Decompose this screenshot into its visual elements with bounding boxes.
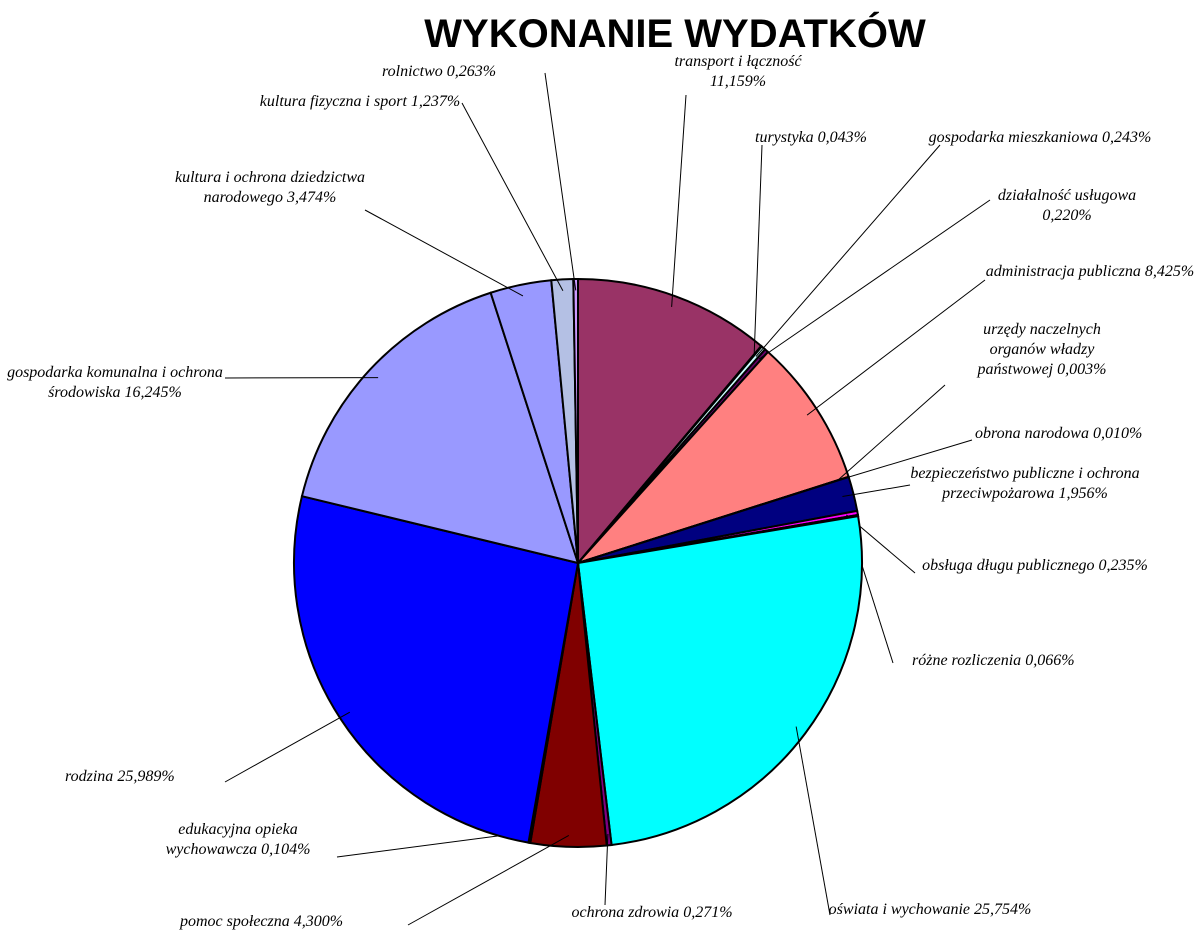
chart-title: WYKONANIE WYDATKÓW bbox=[424, 12, 926, 56]
pie-slice bbox=[300, 291, 580, 565]
category-name: administracja publiczna bbox=[985, 263, 1141, 280]
leader-line bbox=[407, 835, 570, 926]
slice-label: działalność usługowa 0,220% bbox=[982, 186, 1152, 226]
slice-label: rodzina 25,989% bbox=[65, 767, 235, 787]
category-name: ochrona zdrowia bbox=[571, 904, 680, 921]
slice-label: kultura i ochrona dziedzictwa narodowego… bbox=[165, 168, 375, 208]
slice-label: gospodarka komunalna i ochrona środowisk… bbox=[0, 363, 230, 403]
pie-slice bbox=[576, 514, 863, 847]
slice-label: obsługa długu publicznego 0,235% bbox=[910, 556, 1160, 576]
slice-label: urzędy naczelnych organów władzy państwo… bbox=[962, 320, 1122, 380]
category-name: gospodarka mieszkaniowa bbox=[928, 129, 1098, 146]
category-name: edukacyjna opieka wychowawcza bbox=[165, 821, 298, 858]
value-label: 25,754% bbox=[974, 901, 1032, 918]
value-label: 1,237% bbox=[410, 93, 461, 110]
category-name: obsługa długu publicznego bbox=[922, 557, 1095, 574]
category-name: turystyka bbox=[755, 129, 814, 146]
value-label: 0,235% bbox=[1098, 557, 1148, 574]
category-name: rodzina bbox=[65, 768, 114, 785]
slice-label: oświata i wychowanie 25,754% bbox=[820, 900, 1040, 920]
value-label: 0,066% bbox=[1025, 652, 1075, 669]
slice-label: różne rozliczenia 0,066% bbox=[912, 651, 1172, 671]
leader-line bbox=[806, 279, 986, 416]
slice-label: transport i łączność 11,159% bbox=[648, 52, 828, 92]
slice-label: bezpieczeństwo publiczne i ochrona przec… bbox=[905, 464, 1145, 504]
slice-label: pomoc społeczna 4,300% bbox=[180, 912, 410, 932]
category-name: kultura fizyczna i sport bbox=[259, 93, 407, 110]
leader-line bbox=[364, 209, 524, 297]
category-name: kultura i ochrona dziedzictwa narodowego bbox=[174, 169, 366, 206]
value-label: 0,263% bbox=[446, 63, 497, 80]
leader-line bbox=[795, 726, 831, 916]
leader-line bbox=[837, 439, 973, 481]
slice-label: administracja publiczna 8,425% bbox=[985, 262, 1195, 282]
leader-line bbox=[842, 484, 911, 498]
value-label: 0,003% bbox=[1057, 361, 1107, 378]
value-label: 25,989% bbox=[117, 768, 175, 785]
slice-label: obrona narodowa 0,010% bbox=[975, 424, 1200, 444]
category-name: działalność usługowa bbox=[997, 187, 1137, 204]
slice-label: gospodarka mieszkaniowa 0,243% bbox=[925, 128, 1155, 148]
value-label: 16,245% bbox=[124, 384, 182, 401]
leader-line bbox=[544, 72, 577, 291]
category-name: pomoc społeczna bbox=[180, 913, 290, 930]
category-name: obrona narodowa bbox=[975, 425, 1089, 442]
category-name: gospodarka komunalna i ochrona środowisk… bbox=[7, 364, 223, 401]
slice-label: rolnictwo 0,263% bbox=[382, 62, 552, 82]
leader-line bbox=[755, 144, 941, 357]
slice-label: turystyka 0,043% bbox=[755, 128, 955, 148]
leader-line bbox=[753, 144, 763, 355]
category-name: urzędy naczelnych organów władzy państwo… bbox=[977, 321, 1101, 378]
value-label: 0,243% bbox=[1102, 129, 1152, 146]
pie-slice bbox=[293, 494, 580, 844]
pie-slice bbox=[574, 350, 850, 566]
value-label: 0,043% bbox=[817, 129, 867, 146]
value-label: 11,159% bbox=[709, 73, 767, 90]
value-label: 4,300% bbox=[293, 913, 344, 930]
pie-slice bbox=[572, 277, 579, 564]
pie-slice bbox=[577, 277, 763, 566]
category-name: bezpieczeństwo publiczne i ochrona przec… bbox=[910, 465, 1140, 502]
value-label: 8,425% bbox=[1144, 263, 1195, 280]
category-name: różne rozliczenia bbox=[912, 652, 1022, 669]
category-name: rolnictwo bbox=[382, 63, 443, 80]
leader-line bbox=[671, 94, 687, 307]
value-label: 0,271% bbox=[683, 904, 733, 921]
value-label: 3,474% bbox=[287, 189, 337, 206]
value-label: 0,104% bbox=[261, 841, 311, 858]
slice-label: kultura fizyczna i sport 1,237% bbox=[250, 92, 470, 112]
category-name: transport i łączność bbox=[674, 53, 802, 70]
slice-label: edukacyjna opieka wychowawcza 0,104% bbox=[143, 820, 333, 860]
leader-line bbox=[461, 102, 564, 292]
value-label: 0,220% bbox=[1042, 207, 1092, 224]
value-label: 0,010% bbox=[1092, 425, 1143, 442]
category-name: oświata i wychowanie bbox=[828, 901, 970, 918]
leader-line bbox=[837, 384, 946, 481]
value-label: 1,956% bbox=[1058, 485, 1108, 502]
leader-line bbox=[224, 711, 351, 783]
leader-line bbox=[758, 199, 991, 360]
slice-label: ochrona zdrowia 0,271% bbox=[537, 903, 767, 923]
